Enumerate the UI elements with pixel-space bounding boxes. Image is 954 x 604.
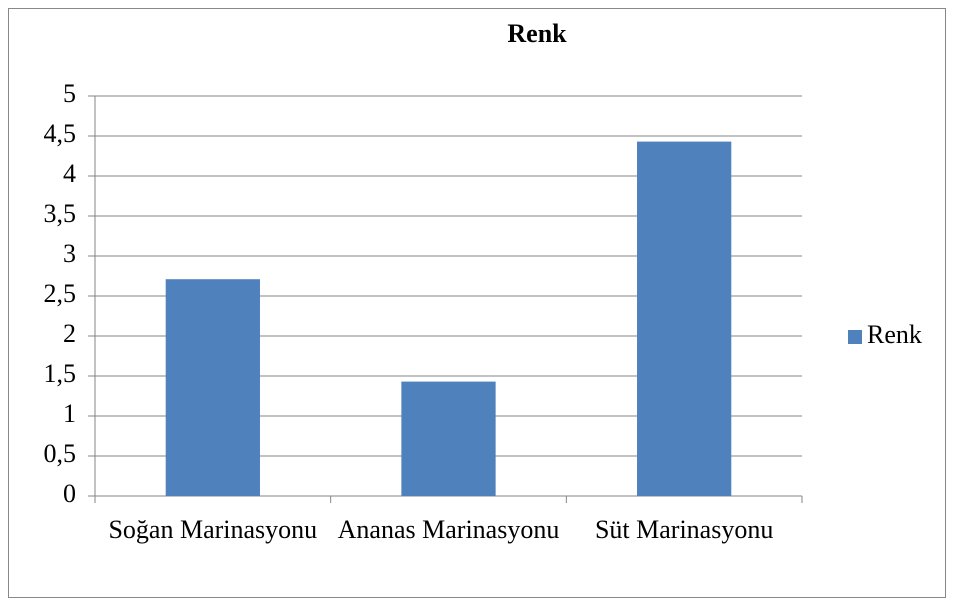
bar: [165, 279, 260, 496]
chart-frame: [8, 8, 946, 598]
y-tick-label: 2,5: [44, 279, 77, 308]
y-tick-label: 4: [63, 159, 76, 188]
y-tick-label: 3,5: [44, 199, 77, 228]
y-tick-label: 1,5: [44, 359, 77, 388]
y-tick-label: 0,5: [44, 439, 77, 468]
x-tick-label: Süt Marinasyonu: [594, 515, 774, 544]
legend-swatch: [848, 330, 862, 344]
x-tick-label: Ananas Marinasyonu: [337, 515, 560, 544]
y-tick-label: 0: [63, 479, 76, 508]
chart-title: Renk: [507, 19, 567, 48]
y-tick-label: 2: [63, 319, 76, 348]
y-tick-label: 3: [63, 239, 76, 268]
y-tick-label: 5: [63, 79, 76, 108]
y-tick-label: 1: [63, 399, 76, 428]
bar: [637, 141, 732, 496]
bar: [401, 381, 496, 496]
legend-label: Renk: [867, 320, 922, 349]
y-tick-label: 4,5: [44, 119, 77, 148]
x-tick-label: Soğan Marinasyonu: [108, 515, 318, 544]
